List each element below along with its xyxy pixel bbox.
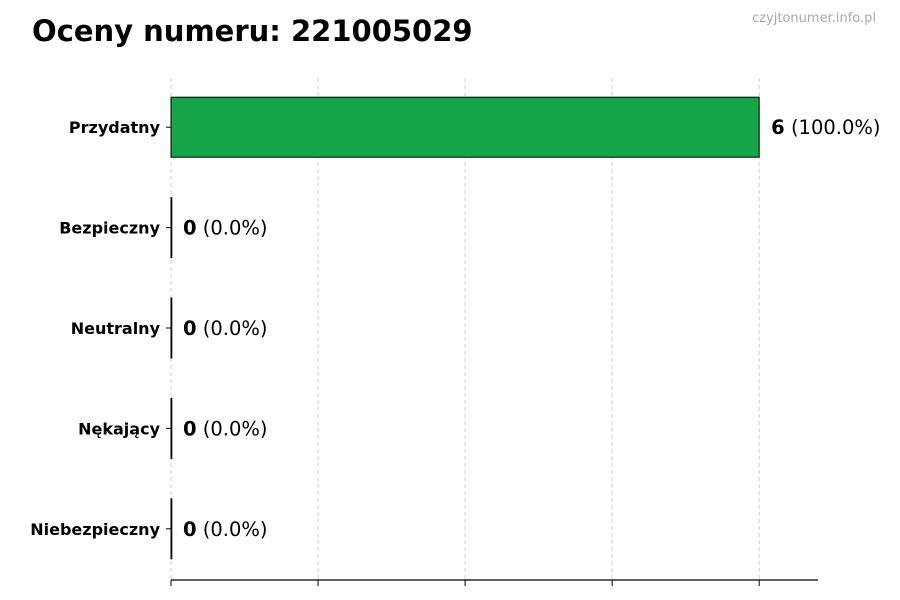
value-label: 0 (0.0%) (183, 417, 268, 440)
category-label: Niebezpieczny (30, 520, 160, 539)
bar (170, 397, 173, 459)
value-percent: (100.0%) (785, 116, 881, 139)
category-label: Neutralny (71, 319, 161, 338)
category-label: Bezpieczny (59, 219, 160, 238)
value-percent: (0.0%) (197, 217, 268, 240)
bar (170, 197, 173, 259)
category-label: Przydatny (69, 118, 161, 137)
axes (166, 126, 818, 586)
bar (170, 96, 760, 158)
bars (170, 96, 760, 560)
value-count: 0 (183, 518, 197, 541)
value-count: 0 (183, 317, 197, 340)
bar (170, 498, 173, 560)
value-label: 6 (100.0%) (771, 116, 880, 139)
value-percent: (0.0%) (197, 317, 268, 340)
labels: Przydatny 6 (100.0%) Bezpieczny 0 (0.0%) Neu… (30, 116, 880, 541)
value-label: 0 (0.0%) (183, 317, 268, 340)
bar (170, 297, 173, 359)
value-label: 0 (0.0%) (183, 518, 268, 541)
value-count: 0 (183, 217, 197, 240)
category-label: Nękający (78, 419, 160, 438)
value-label: 0 (0.0%) (183, 217, 268, 240)
watermark: czyjtonumer.info.pl (752, 11, 876, 26)
chart-title: Oceny numeru: 221005029 (32, 14, 473, 48)
value-percent: (0.0%) (197, 417, 268, 440)
value-percent: (0.0%) (197, 518, 268, 541)
value-count: 0 (183, 417, 197, 440)
value-count: 6 (771, 116, 785, 139)
